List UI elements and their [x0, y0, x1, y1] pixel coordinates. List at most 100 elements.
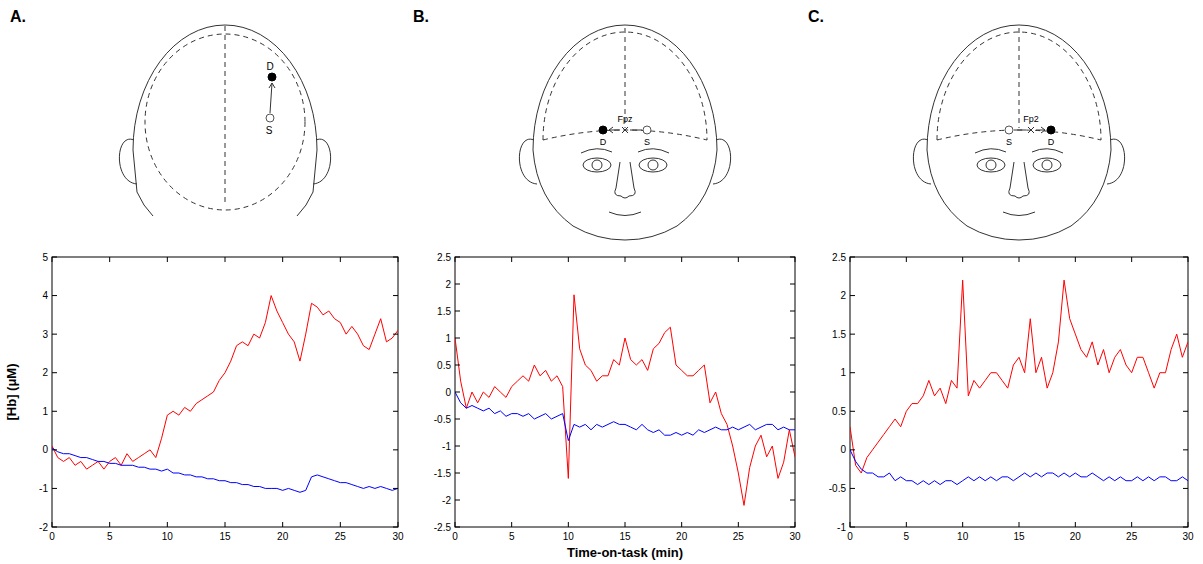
y-tick-label: 2: [445, 279, 451, 290]
source: [1005, 126, 1013, 134]
y-tick-label: 4: [42, 290, 48, 301]
detector: [599, 126, 607, 134]
neck: [133, 150, 153, 216]
y-tick-label: -0.5: [829, 483, 847, 494]
x-tick: [681, 257, 682, 527]
plot-frame: [850, 257, 1188, 527]
eye: [977, 158, 1005, 172]
x-tick: [1188, 257, 1189, 527]
y-tick-label: 1.5: [437, 306, 451, 317]
y-tick-label: 2: [42, 367, 48, 378]
y-tick-label: -1: [39, 483, 48, 494]
y-tick: [850, 411, 1188, 412]
y-tick: [52, 372, 398, 373]
series-group: [455, 295, 795, 506]
x-tick: [282, 257, 283, 527]
y-tick: [52, 257, 398, 258]
arrow: [609, 130, 620, 131]
eyebrow: [581, 149, 612, 153]
x-tick-label: 25: [1126, 531, 1138, 542]
arrow: [1014, 130, 1026, 131]
y-tick-label: -1: [837, 522, 846, 533]
head-outline: [533, 25, 717, 150]
arrow: [1036, 130, 1045, 131]
y-tick-label: 1.5: [832, 329, 846, 340]
y-tick: [52, 527, 398, 528]
midline: [225, 26, 226, 205]
y-tick: [455, 446, 795, 447]
y-tick-label: -2: [442, 495, 451, 506]
y-tick: [850, 372, 1188, 373]
x-tick-label: 0: [847, 531, 853, 542]
y-tick-label: 1: [42, 406, 48, 417]
x-tick: [511, 257, 512, 527]
eye: [583, 158, 611, 172]
y-tick: [52, 411, 398, 412]
x-tick-label: 30: [1182, 531, 1194, 542]
series-group: [850, 280, 1188, 484]
y-tick-label: 0.5: [832, 406, 846, 417]
arrow-head: [1041, 127, 1045, 133]
detector-label: D: [266, 61, 273, 72]
x-tick: [109, 257, 110, 527]
series-line: [52, 448, 398, 492]
y-tick: [52, 449, 398, 450]
y-tick-label: 2: [840, 290, 846, 301]
source: [643, 126, 651, 134]
y-tick-label: -1: [442, 441, 451, 452]
x-tick-label: 25: [733, 531, 745, 542]
head-outline: [927, 25, 1111, 150]
x-tick: [52, 257, 53, 527]
panel: B.FpzDS051015202530-2.5-2-1.5-1-0.500.51…: [413, 8, 801, 560]
x-tick-label: 10: [162, 531, 174, 542]
y-tick: [52, 334, 398, 335]
y-tick: [850, 527, 1188, 528]
dashed-contour: [543, 130, 707, 140]
y-tick-label: 0: [445, 387, 451, 398]
x-tick: [225, 257, 226, 527]
y-tick: [850, 295, 1188, 296]
y-tick: [455, 419, 795, 420]
y-tick-label: -2.5: [434, 522, 452, 533]
y-tick-label: -2: [39, 522, 48, 533]
x-tick: [568, 257, 569, 527]
y-tick-label: -1.5: [434, 468, 452, 479]
head-diagram: DS: [119, 25, 330, 216]
site-cross: [1028, 127, 1034, 133]
y-tick-label: 0: [42, 444, 48, 455]
plot-frame: [455, 257, 795, 527]
y-tick-label: -0.5: [434, 414, 452, 425]
series-line: [850, 280, 1188, 473]
eyebrow: [1032, 149, 1063, 153]
x-tick: [850, 257, 851, 527]
x-tick: [340, 257, 341, 527]
arrow: [270, 83, 272, 113]
pupil: [1042, 160, 1052, 170]
x-tick-label: 20: [277, 531, 289, 542]
x-tick: [738, 257, 739, 527]
figure: A.DS051015202530-2-1012345[Hb] (μM)B.Fpz…: [0, 0, 1203, 564]
arrow-head: [269, 83, 275, 88]
x-tick-label: 0: [49, 531, 55, 542]
x-tick: [167, 257, 168, 527]
series-line: [52, 296, 398, 470]
face-outline: [927, 150, 1111, 240]
x-tick: [906, 257, 907, 527]
x-axis-title: Time-on-task (min): [567, 545, 683, 560]
midline: [1019, 28, 1020, 128]
site-label: Fp2: [1023, 114, 1039, 124]
pupil: [592, 160, 602, 170]
y-tick-label: 3: [42, 329, 48, 340]
series-line: [455, 295, 795, 506]
y-tick-label: 2.5: [437, 252, 451, 263]
pupil: [648, 160, 658, 170]
y-tick: [455, 284, 795, 285]
nose: [615, 162, 635, 198]
eyebrow: [638, 149, 669, 153]
x-tick: [1019, 257, 1020, 527]
y-tick-label: 5: [42, 252, 48, 263]
x-tick: [1075, 257, 1076, 527]
x-tick: [1131, 257, 1132, 527]
y-tick: [850, 449, 1188, 450]
neck: [297, 150, 317, 216]
